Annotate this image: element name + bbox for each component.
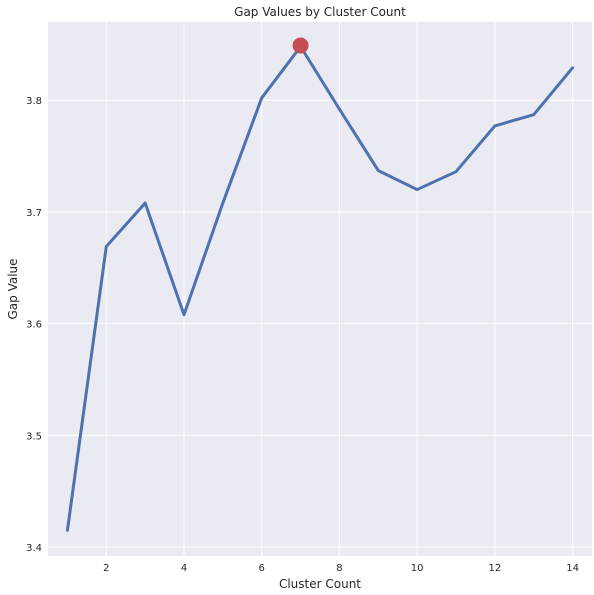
x-tick-label: 6 xyxy=(259,563,265,574)
x-tick-label: 12 xyxy=(488,563,501,574)
y-tick-label: 3.6 xyxy=(26,320,42,331)
x-axis-label: Cluster Count xyxy=(279,577,361,591)
series-layer xyxy=(65,37,575,532)
x-tick-label: 4 xyxy=(181,563,187,574)
y-tick-label: 3.7 xyxy=(26,208,42,219)
y-axis-label: Gap Value xyxy=(6,258,20,319)
x-tick-label: 2 xyxy=(103,563,109,574)
y-tick-label: 3.8 xyxy=(26,96,42,107)
optimal-cluster-marker xyxy=(292,37,309,54)
tick-labels: 2 4 6 8 10 12 14 3.4 3.5 3.6 3.7 3.8 xyxy=(26,96,579,574)
x-tick-label: 14 xyxy=(566,563,579,574)
x-tick-label: 8 xyxy=(336,563,342,574)
y-tick-label: 3.5 xyxy=(26,431,42,442)
plot-area xyxy=(48,22,592,556)
x-tick-label: 10 xyxy=(411,563,424,574)
y-tick-label: 3.4 xyxy=(26,543,42,554)
chart-title: Gap Values by Cluster Count xyxy=(234,5,406,19)
gap-value-series-line xyxy=(65,45,575,532)
